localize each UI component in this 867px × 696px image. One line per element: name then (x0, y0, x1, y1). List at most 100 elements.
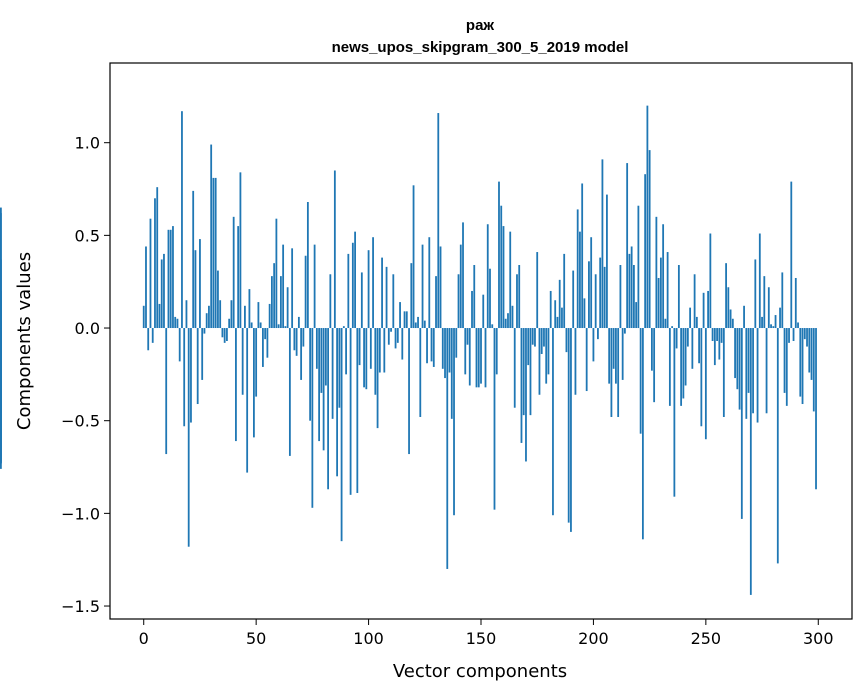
bar-99 (365, 328, 368, 390)
bar-167 (518, 265, 521, 329)
bar-92 (349, 328, 352, 495)
bar-128 (430, 328, 433, 362)
bar-97 (360, 272, 363, 329)
bar-108 (385, 266, 388, 329)
bar-84 (331, 328, 334, 419)
bar-293 (801, 328, 804, 405)
bar-77 (315, 328, 318, 369)
bar-157 (495, 328, 498, 375)
bar-undefined (0, 213, 2, 329)
bar-283 (779, 307, 781, 329)
bar-173 (531, 328, 534, 345)
bar-4 (151, 328, 154, 343)
bar-227 (653, 328, 656, 403)
bar-110 (390, 328, 392, 332)
bar-269 (747, 328, 750, 393)
bar-226 (650, 328, 653, 371)
bar-213 (621, 328, 624, 380)
bar-136 (448, 328, 451, 373)
bar-118 (408, 328, 410, 455)
bar-102 (372, 237, 374, 329)
bar-262 (731, 318, 734, 329)
bar-188 (565, 328, 568, 353)
bar-21 (190, 328, 192, 423)
bar-41 (235, 328, 237, 442)
bar-178 (543, 328, 545, 347)
bar-223 (644, 174, 647, 329)
bar-2 (147, 328, 150, 351)
bar-85 (333, 170, 336, 329)
bar-22 (192, 190, 195, 329)
bar-148 (475, 328, 478, 388)
bar-246 (695, 316, 698, 329)
bar-82 (327, 328, 329, 490)
bar-126 (426, 328, 428, 364)
bar-218 (633, 265, 635, 329)
bar-231 (662, 224, 665, 329)
bar-76 (313, 244, 316, 329)
y-tick-label: 0.0 (75, 319, 100, 338)
bar-56 (268, 303, 271, 329)
bar-66 (291, 248, 294, 329)
bar-26 (201, 328, 204, 380)
bar-189 (567, 328, 570, 523)
bar-65 (288, 328, 291, 456)
bar-252 (709, 233, 712, 329)
y-tick-label: 1.0 (75, 134, 100, 153)
bar-38 (228, 318, 231, 329)
bar-185 (558, 279, 561, 329)
bar-233 (666, 252, 669, 329)
bar-254 (713, 328, 716, 366)
bar-203 (599, 257, 602, 329)
bar-291 (797, 322, 799, 329)
bar-240 (682, 328, 685, 399)
bar-244 (691, 328, 694, 369)
bar-91 (347, 253, 350, 329)
bar-68 (295, 328, 298, 356)
bar-263 (734, 328, 736, 379)
chart-title: раж (466, 17, 495, 34)
bar-247 (698, 328, 700, 364)
bar-7 (158, 303, 161, 329)
bar-264 (736, 328, 739, 390)
bar-172 (529, 328, 532, 416)
bar-257 (720, 328, 723, 343)
bar-75 (311, 328, 314, 508)
bar-0 (142, 305, 145, 329)
bar-undefined (0, 290, 2, 329)
bar-190 (570, 328, 572, 532)
bar-121 (414, 322, 417, 329)
bar-265 (738, 328, 741, 410)
bar-215 (626, 163, 629, 329)
bar-90 (345, 328, 347, 375)
bar-79 (320, 328, 323, 393)
bar-168 (520, 328, 523, 443)
bar-195 (581, 183, 584, 329)
bar-134 (444, 328, 446, 379)
bar-32 (214, 177, 217, 329)
x-tick-label: 50 (246, 629, 266, 648)
bar-98 (363, 328, 365, 388)
bar-119 (410, 263, 413, 329)
bar-14 (174, 316, 177, 329)
bar-106 (381, 257, 383, 329)
bar-181 (549, 290, 552, 329)
bar-228 (655, 216, 658, 329)
bar-10 (165, 328, 168, 455)
bar-11 (167, 229, 170, 329)
y-tick-label: 0.5 (75, 226, 100, 245)
bar-161 (504, 318, 507, 329)
bar-250 (704, 328, 707, 440)
bar-125 (423, 320, 426, 329)
bar-201 (594, 274, 597, 329)
bar-182 (552, 328, 554, 516)
bar-52 (259, 322, 262, 329)
x-axis-label: Vector components (393, 661, 567, 682)
y-axis-label: Components values (14, 252, 35, 430)
bar-5 (154, 198, 156, 329)
bar-50 (255, 328, 258, 397)
bar-171 (527, 328, 530, 366)
bar-89 (342, 326, 345, 329)
bar-114 (399, 302, 401, 329)
bar-107 (383, 328, 386, 373)
